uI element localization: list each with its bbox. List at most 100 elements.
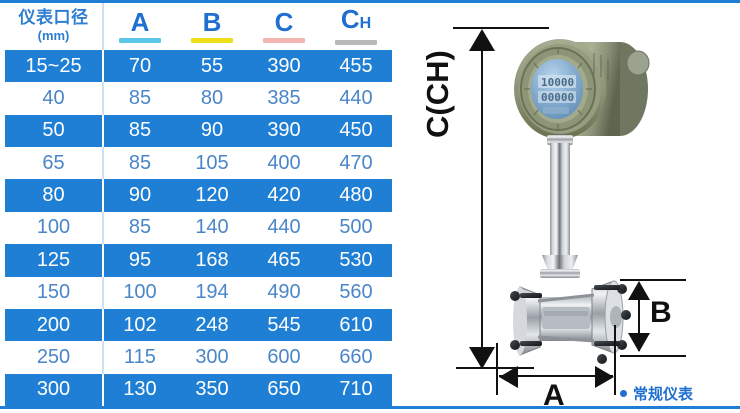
cell-ch: 470 (320, 147, 392, 180)
bottom-border-rule (0, 406, 740, 409)
table-row: 200 102 248 545 610 (5, 308, 392, 342)
table-row: 300 130 350 650 710 (5, 373, 392, 406)
c-arrow-up-icon (469, 29, 495, 51)
header-label-c: C (274, 6, 294, 37)
cell-size: 200 (5, 308, 104, 342)
header-cell-a: A (103, 3, 176, 50)
table-row: 50 85 90 390 450 (5, 114, 392, 148)
header-underline-ch (335, 40, 377, 45)
a-dimension-shaft (499, 375, 613, 377)
table-row: 80 90 120 420 480 (5, 179, 392, 212)
cell-ch: 660 (320, 341, 392, 374)
cell-c: 465 (248, 244, 320, 277)
table-row: 250 115 300 600 660 (5, 341, 392, 374)
cell-c: 420 (248, 179, 320, 212)
cell-c: 545 (248, 308, 320, 342)
cell-b: 80 (176, 82, 248, 115)
cell-size: 15~25 (5, 50, 104, 83)
flow-meter-diagram: 10000 00000 (398, 3, 740, 412)
header-cell-b: B (176, 3, 248, 50)
diagram-caption: 常规仪表 (620, 383, 693, 404)
c-arrow-down-icon (469, 347, 495, 369)
cell-c: 385 (248, 82, 320, 115)
cell-c: 600 (248, 341, 320, 374)
b-extension-line-top (620, 279, 686, 281)
table-row: 65 85 105 400 470 (5, 147, 392, 180)
cell-c: 390 (248, 50, 320, 83)
cell-b: 248 (176, 308, 248, 342)
cell-c: 400 (248, 147, 320, 180)
bullet-icon (620, 390, 627, 397)
header-cell-nominal-diameter: 仪表口径 (mm) (5, 3, 104, 50)
b-dimension-label: B (650, 296, 672, 329)
cell-size: 50 (5, 114, 104, 148)
cell-c: 490 (248, 276, 320, 309)
cell-a: 115 (103, 341, 176, 374)
cell-b: 300 (176, 341, 248, 374)
header-label-b: B (202, 6, 222, 37)
c-extension-line-bottom (456, 367, 534, 369)
b-dimension-shaft (638, 285, 640, 351)
table-row: 125 95 168 465 530 (5, 244, 392, 277)
cell-a: 100 (103, 276, 176, 309)
a-extension-line-right (614, 325, 616, 395)
table-row: 15~25 70 55 390 455 (5, 50, 392, 83)
cell-a: 85 (103, 147, 176, 180)
a-arrow-left-icon (499, 366, 518, 388)
cell-size: 300 (5, 373, 104, 406)
cell-b: 140 (176, 211, 248, 245)
flange-body (510, 280, 631, 364)
c-dimension-label: C(CH) (420, 50, 455, 138)
cell-ch: 610 (320, 308, 392, 342)
table-row: 150 100 194 490 560 (5, 276, 392, 309)
cell-ch: 500 (320, 211, 392, 245)
header-underline-a (119, 37, 161, 43)
cell-b: 168 (176, 244, 248, 277)
cell-c: 390 (248, 114, 320, 148)
cell-size: 250 (5, 341, 104, 374)
cell-b: 55 (176, 50, 248, 83)
cell-ch: 560 (320, 276, 392, 309)
a-extension-line-left (496, 343, 498, 395)
table-body: 15~25 70 55 390 455 40 85 80 385 440 50 85 90 390 450 6… (5, 50, 392, 406)
cell-ch: 480 (320, 179, 392, 212)
cell-b: 90 (176, 114, 248, 148)
header-cell-c: C (248, 3, 320, 50)
meter-stem (540, 135, 580, 278)
transmitter-housing: 10000 00000 (514, 39, 650, 139)
cell-size: 80 (5, 179, 104, 212)
header-cell-ch: CH (320, 3, 392, 50)
cell-a: 70 (103, 50, 176, 83)
table-row: 40 85 80 385 440 (5, 82, 392, 115)
cell-ch: 455 (320, 50, 392, 83)
header-underline-b (191, 37, 233, 43)
diagram-caption-text: 常规仪表 (633, 386, 694, 403)
cell-a: 102 (103, 308, 176, 342)
c-extension-line-top (453, 27, 549, 29)
header-nominal-diameter-label: 仪表口径 (18, 7, 89, 27)
table-header-row: 仪表口径 (mm) A B C (5, 3, 392, 50)
cell-size: 100 (5, 211, 104, 245)
header-unit-label: (mm) (37, 27, 70, 43)
flange-bolts (510, 284, 631, 364)
cell-ch: 440 (320, 82, 392, 115)
cell-ch: 530 (320, 244, 392, 277)
header-underline-c (263, 37, 305, 43)
b-arrow-down-icon (628, 333, 650, 352)
cell-a: 90 (103, 179, 176, 212)
b-extension-line-bottom (620, 355, 686, 357)
cell-a: 85 (103, 211, 176, 245)
table-row: 100 85 140 440 500 (5, 211, 392, 245)
cell-c: 650 (248, 373, 320, 406)
cell-a: 85 (103, 114, 176, 148)
vortex-flow-meter-illustration: 10000 00000 (510, 39, 650, 364)
cell-ch: 450 (320, 114, 392, 148)
c-dimension-shaft (481, 33, 483, 369)
cell-a: 85 (103, 82, 176, 115)
cell-ch: 710 (320, 373, 392, 406)
lcd-line-2: 00000 (541, 91, 574, 104)
dimension-table: 仪表口径 (mm) A B C (5, 3, 393, 406)
cell-size: 40 (5, 82, 104, 115)
cell-size: 65 (5, 147, 104, 180)
